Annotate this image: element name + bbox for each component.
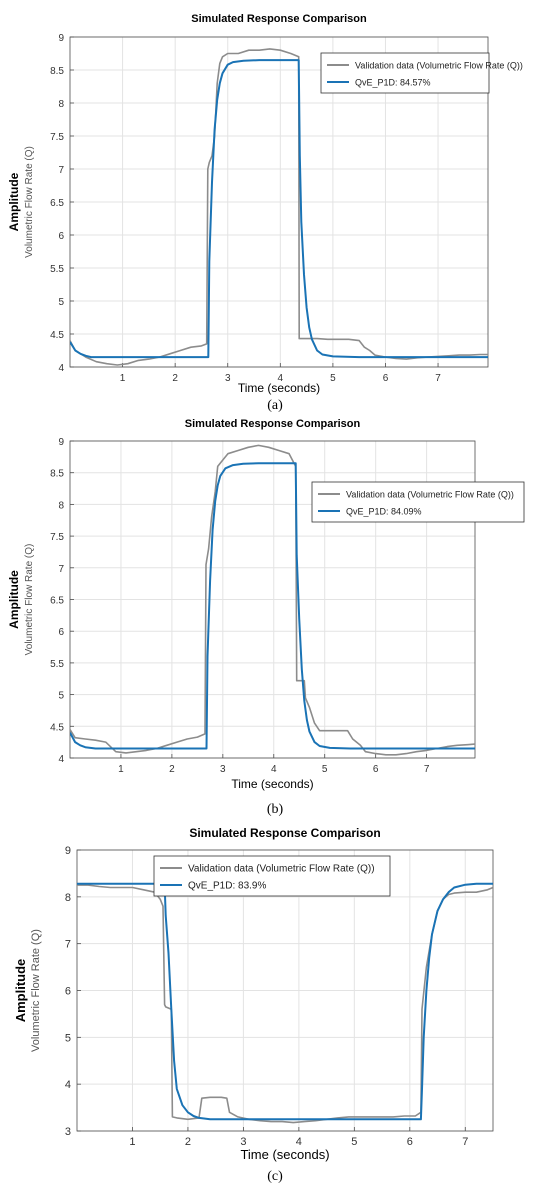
x-tick-label: 5	[351, 1136, 357, 1148]
legend-label: QvE_P1D: 83.9%	[188, 881, 266, 892]
figure-caption-c: (c)	[267, 1169, 283, 1184]
x-tick-label: 2	[172, 373, 178, 384]
legend-label: QvE_P1D: 84.57%	[355, 78, 431, 88]
y-tick-label: 9	[65, 845, 71, 857]
y-tick-label: 6	[58, 627, 64, 638]
x-tick-label: 1	[118, 764, 124, 775]
x-tick-label: 6	[407, 1136, 413, 1148]
legend-box	[320, 52, 490, 94]
x-axis-label: Time (seconds)	[231, 777, 313, 791]
x-tick-label: 7	[435, 373, 441, 384]
y-axis-label: Amplitude	[13, 959, 28, 1023]
chart-title: Simulated Response Comparison	[191, 13, 367, 25]
x-tick-label: 1	[129, 1136, 135, 1148]
y-tick-label: 8	[58, 500, 64, 511]
y-tick-label: 3	[65, 1126, 71, 1138]
y-axis-label: Amplitude	[7, 172, 21, 231]
y-tick-label: 5.5	[50, 264, 64, 275]
y-tick-label: 4	[65, 1079, 71, 1091]
y-tick-label: 4	[58, 363, 64, 374]
y-tick-label: 4.5	[50, 330, 64, 341]
model-response-line	[77, 882, 493, 1121]
legend-label: Validation data (Volumetric Flow Rate (Q…	[355, 61, 523, 71]
validation-data-line	[70, 48, 488, 366]
y-tick-label: 7.5	[50, 132, 64, 143]
x-tick-label: 4	[296, 1136, 302, 1148]
model-response-line	[70, 462, 475, 750]
y-tick-label: 5	[58, 691, 64, 702]
y-tick-label: 4	[58, 754, 64, 765]
chart-panel-a: 1 2 3 4 5 6 7 4 4.5 5 5.5 6 6.5 7 7.5 8 8.5 9 Simulated Re…	[0, 0, 550, 420]
x-tick-label: 2	[185, 1136, 191, 1148]
figure-caption-a: (a)	[267, 398, 283, 413]
model-response-line	[70, 59, 488, 359]
y-tick-label: 8.5	[50, 66, 64, 77]
y-tick-label: 7	[58, 564, 64, 575]
chart-a: 1 2 3 4 5 6 7 4 4.5 5 5.5 6 6.5 7 7.5 8 8.5 9 Simulated Re…	[7, 13, 523, 395]
y-tick-label: 9	[58, 33, 64, 44]
chart-title: Simulated Response Comparison	[189, 826, 380, 840]
y-tick-label: 7	[65, 939, 71, 951]
x-tick-label: 4	[278, 373, 284, 384]
y-axis-label: Amplitude	[7, 570, 21, 629]
x-tick-label: 3	[240, 1136, 246, 1148]
y-axis-sublabel: Volumetric Flow Rate (Q)	[24, 544, 35, 656]
y-tick-label: 8	[58, 99, 64, 110]
legend-label: QvE_P1D: 84.09%	[346, 507, 422, 517]
legend-label: Validation data (Volumetric Flow Rate (Q…	[188, 864, 375, 875]
y-axis-sublabel: Volumetric Flow Rate (Q)	[24, 146, 35, 258]
y-tick-label: 9	[58, 437, 64, 448]
chart-b: 1 2 3 4 5 6 7 4 4.5 5 5.5 6 6.5 7 7.5 8 8.5 9 Simulated Re…	[7, 418, 525, 791]
chart-title: Simulated Response Comparison	[185, 418, 361, 430]
y-tick-label: 8	[65, 892, 71, 904]
x-tick-label: 1	[120, 373, 126, 384]
x-axis-label: Time (seconds)	[240, 1147, 329, 1162]
y-tick-label: 5.5	[50, 659, 64, 670]
x-axis-label: Time (seconds)	[238, 381, 320, 395]
chart-c: 1 2 3 4 5 6 7 3 4 5 6 7 8 9 Simulated Response Compari…	[13, 826, 494, 1162]
x-tick-label: 3	[225, 373, 231, 384]
y-tick-label: 6.5	[50, 596, 64, 607]
y-tick-label: 6.5	[50, 198, 64, 209]
chart-panel-c: 1 2 3 4 5 6 7 3 4 5 6 7 8 9 Simulated Response Compari…	[0, 822, 550, 1197]
x-tick-label: 7	[424, 764, 430, 775]
x-tick-label: 6	[383, 373, 389, 384]
legend-box	[311, 481, 525, 523]
x-tick-label: 5	[322, 764, 328, 775]
y-tick-label: 7.5	[50, 532, 64, 543]
chart-panel-b: 1 2 3 4 5 6 7 4 4.5 5 5.5 6 6.5 7 7.5 8 8.5 9 Simulated Re…	[0, 418, 550, 820]
x-tick-label: 7	[462, 1136, 468, 1148]
x-tick-label: 4	[271, 764, 277, 775]
x-tick-label: 2	[169, 764, 175, 775]
y-axis-sublabel: Volumetric Flow Rate (Q)	[30, 929, 42, 1052]
y-tick-label: 8.5	[50, 469, 64, 480]
legend-label: Validation data (Volumetric Flow Rate (Q…	[346, 490, 514, 500]
legend: Validation data (Volumetric Flow Rate (Q…	[153, 855, 391, 897]
y-tick-label: 4.5	[50, 722, 64, 733]
x-tick-label: 5	[330, 373, 336, 384]
y-tick-label: 7	[58, 165, 64, 176]
figure-caption-b: (b)	[266, 802, 284, 817]
y-tick-label: 6	[65, 986, 71, 998]
y-tick-label: 5	[65, 1032, 71, 1044]
x-tick-label: 3	[220, 764, 226, 775]
legend-box	[153, 855, 391, 897]
legend: Validation data (Volumetric Flow Rate (Q…	[311, 481, 525, 523]
x-tick-label: 6	[373, 764, 379, 775]
y-tick-label: 6	[58, 231, 64, 242]
y-tick-label: 5	[58, 297, 64, 308]
legend: Validation data (Volumetric Flow Rate (Q…	[320, 52, 523, 94]
